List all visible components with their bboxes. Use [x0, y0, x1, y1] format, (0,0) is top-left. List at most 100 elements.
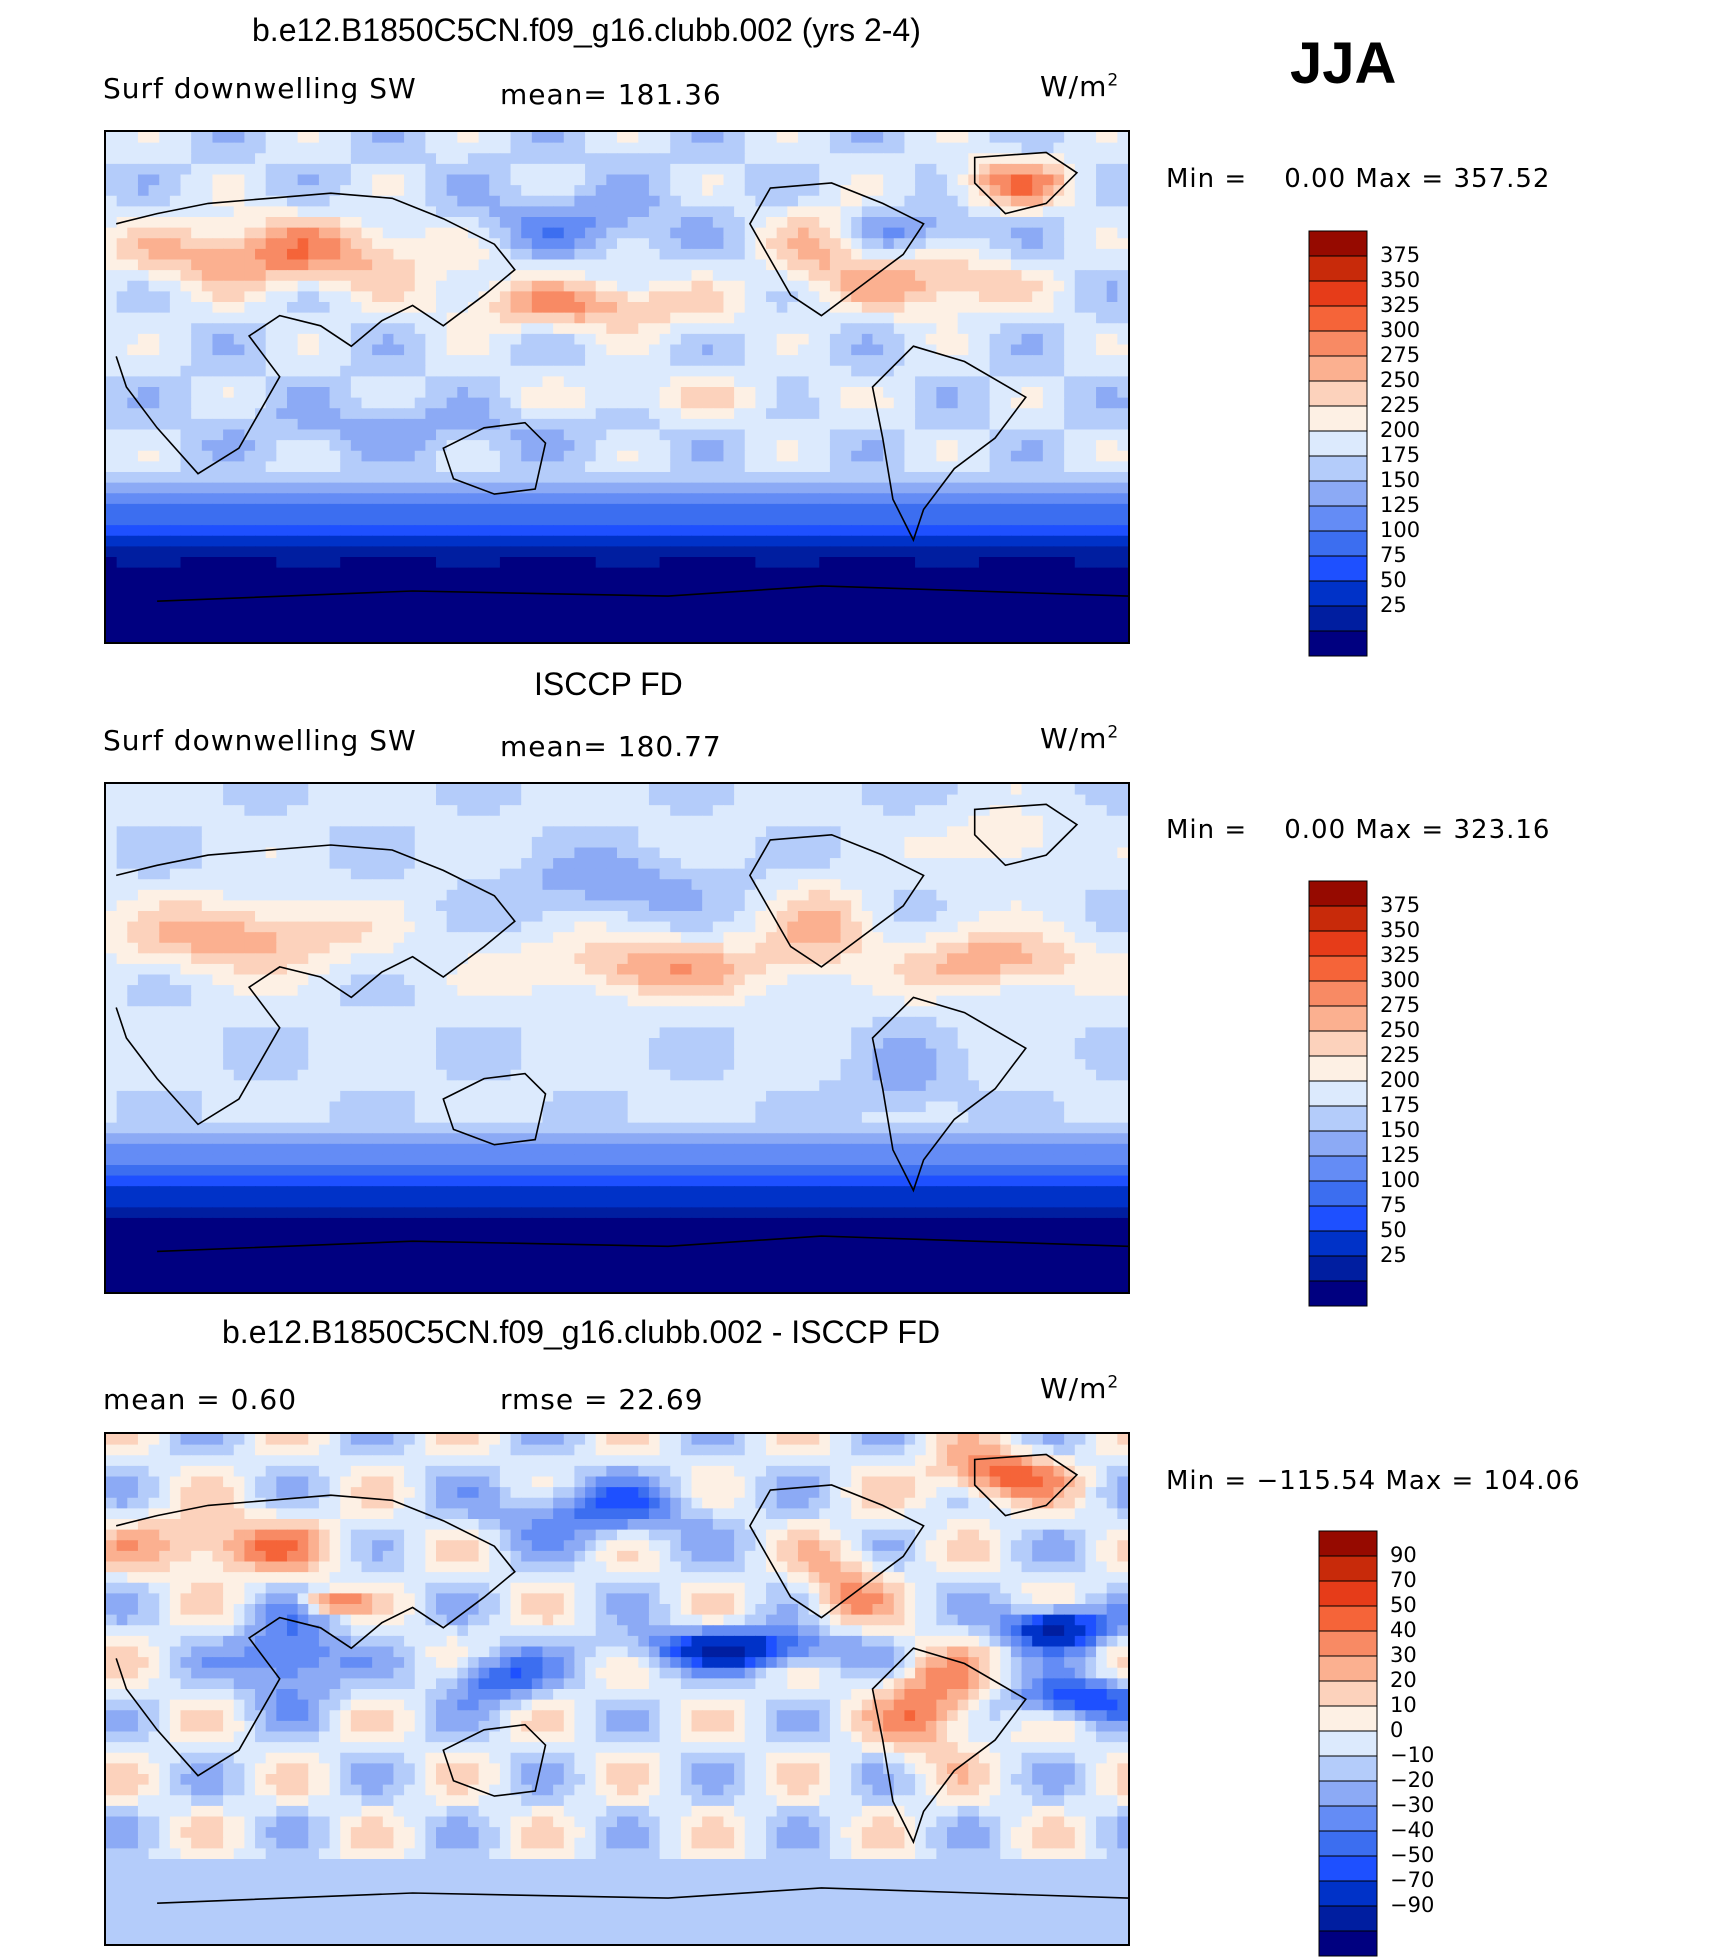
heatmap-cell: [1032, 302, 1043, 313]
heatmap-cell: [723, 408, 734, 419]
heatmap-cell: [404, 816, 415, 827]
heatmap-cell: [702, 419, 713, 430]
heatmap-cell: [383, 398, 394, 409]
heatmap-cell: [340, 217, 351, 228]
heatmap-cell: [766, 206, 777, 217]
heatmap-cell: [468, 419, 479, 430]
heatmap-cell: [1053, 578, 1064, 589]
heatmap-cell: [574, 196, 585, 207]
heatmap-cell: [574, 228, 585, 239]
heatmap-cell: [649, 483, 660, 494]
heatmap-cell: [212, 430, 223, 441]
heatmap-cell: [468, 334, 479, 345]
heatmap-cell: [777, 238, 788, 249]
heatmap-cell: [926, 515, 937, 526]
heatmap-cell: [212, 260, 223, 271]
heatmap-cell: [447, 281, 458, 292]
heatmap-cell: [1107, 600, 1118, 611]
heatmap-cell: [521, 610, 532, 621]
heatmap-cell: [393, 504, 404, 515]
colorbar-tick-label: 200: [1380, 418, 1420, 442]
heatmap-cell: [106, 610, 117, 621]
heatmap-cell: [1043, 483, 1054, 494]
heatmap-cell: [926, 291, 937, 302]
heatmap-cell: [1075, 546, 1086, 557]
heatmap-cell: [521, 621, 532, 632]
heatmap-cell: [362, 557, 373, 568]
heatmap-cell: [1022, 515, 1033, 526]
heatmap-cell: [915, 589, 926, 600]
heatmap-cell: [308, 143, 319, 154]
heatmap-cell: [287, 472, 298, 483]
heatmap-cell: [1096, 536, 1107, 547]
heatmap-cell: [362, 621, 373, 632]
heatmap-cell: [532, 784, 543, 795]
heatmap-cell: [181, 143, 192, 154]
heatmap-cell: [372, 175, 383, 186]
heatmap-cell: [255, 795, 266, 806]
heatmap-cell: [564, 323, 575, 334]
heatmap-cell: [830, 408, 841, 419]
heatmap-cell: [1064, 249, 1075, 260]
heatmap-cell: [606, 600, 617, 611]
heatmap-cell: [553, 153, 564, 164]
heatmap-cell: [628, 557, 639, 568]
heatmap-cell: [330, 515, 341, 526]
heatmap-cell: [596, 568, 607, 579]
heatmap-cell: [234, 387, 245, 398]
heatmap-cell: [990, 291, 1001, 302]
heatmap-cell: [212, 164, 223, 175]
heatmap-cell: [287, 631, 298, 642]
heatmap-cell: [127, 313, 138, 324]
heatmap-cell: [1096, 398, 1107, 409]
heatmap-cell: [862, 249, 873, 260]
heatmap-cell: [500, 621, 511, 632]
heatmap-cell: [319, 281, 330, 292]
heatmap-cell: [521, 408, 532, 419]
heatmap-cell: [596, 430, 607, 441]
heatmap-cell: [894, 217, 905, 228]
heatmap-cell: [159, 302, 170, 313]
heatmap-cell: [170, 217, 181, 228]
heatmap-cell: [702, 206, 713, 217]
heatmap-cell: [1107, 419, 1118, 430]
heatmap-cell: [362, 175, 373, 186]
heatmap-cell: [330, 366, 341, 377]
heatmap-cell: [542, 631, 553, 642]
heatmap-cell: [170, 621, 181, 632]
heatmap-cell: [468, 805, 479, 816]
heatmap-cell: [159, 631, 170, 642]
heatmap-cell: [138, 291, 149, 302]
heatmap-cell: [383, 366, 394, 377]
heatmap-cell: [202, 419, 213, 430]
heatmap-cell: [883, 805, 894, 816]
heatmap-cell: [223, 345, 234, 356]
heatmap-cell: [660, 578, 671, 589]
heatmap-cell: [596, 270, 607, 281]
heatmap-cell: [106, 260, 117, 271]
heatmap-cell: [883, 430, 894, 441]
heatmap-cell: [723, 525, 734, 536]
heatmap-cell: [681, 196, 692, 207]
heatmap-cell: [1085, 408, 1096, 419]
heatmap-cell: [223, 281, 234, 292]
heatmap-cell: [170, 536, 181, 547]
heatmap-cell: [330, 206, 341, 217]
heatmap-cell: [447, 600, 458, 611]
heatmap-cell: [404, 398, 415, 409]
heatmap-cell: [308, 228, 319, 239]
heatmap-cell: [734, 525, 745, 536]
heatmap-cell: [106, 291, 117, 302]
heatmap-cell: [692, 249, 703, 260]
heatmap-cell: [692, 472, 703, 483]
heatmap-cell: [670, 206, 681, 217]
heatmap-cell: [936, 493, 947, 504]
heatmap-cell: [319, 525, 330, 536]
heatmap-cell: [1075, 784, 1086, 795]
heatmap-cell: [500, 451, 511, 462]
heatmap-cell: [223, 557, 234, 568]
heatmap-cell: [873, 493, 884, 504]
heatmap-cell: [1043, 387, 1054, 398]
heatmap-cell: [1085, 228, 1096, 239]
heatmap-cell: [127, 795, 138, 806]
